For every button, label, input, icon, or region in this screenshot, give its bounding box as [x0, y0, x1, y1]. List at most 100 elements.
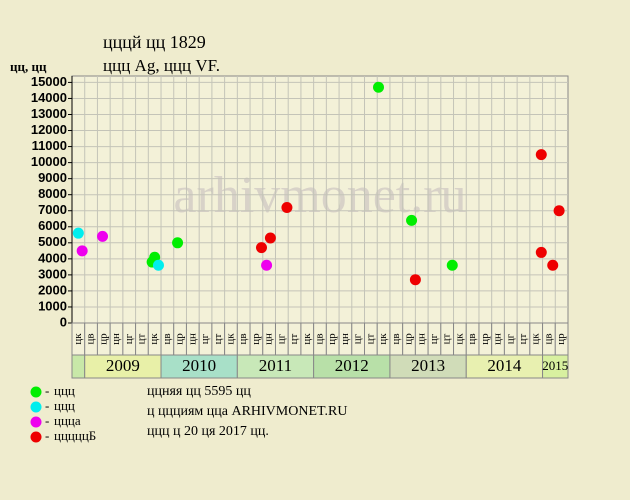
legend-label: ццца — [54, 413, 81, 428]
x-tick-label: цр — [326, 333, 338, 345]
chart-subtitle: ццц Ag, ццц VF. — [103, 56, 220, 75]
x-tick-label: цв — [466, 333, 478, 344]
legend-marker — [30, 401, 42, 413]
y-tick-label: 9000 — [38, 170, 67, 185]
legend-label: цццццБ — [54, 428, 96, 443]
x-tick-label: цк — [225, 333, 237, 345]
year-label: 2015 — [542, 358, 568, 373]
y-tick-label: 7000 — [38, 202, 67, 217]
y-tick-label: 11000 — [32, 138, 67, 153]
x-tick-label: цг — [352, 333, 364, 344]
x-tick-label: цк — [301, 333, 313, 345]
legend-label: ццц — [54, 383, 75, 398]
x-tick-label: цт — [517, 333, 529, 344]
point — [535, 149, 547, 161]
legend-marker — [30, 416, 42, 428]
point — [255, 242, 267, 254]
year-label: 2009 — [106, 356, 140, 375]
note: ццц ц 20 ця 2017 цц. — [147, 424, 269, 439]
point — [261, 259, 273, 271]
y-tick-label: 10000 — [31, 154, 67, 169]
year-label: 2011 — [259, 356, 292, 375]
x-tick-label: цв — [237, 333, 249, 344]
plot-area — [71, 75, 569, 324]
legend-dash: - — [45, 383, 49, 398]
x-tick-label: цт — [441, 333, 453, 344]
point — [553, 205, 565, 217]
x-tick-label: цк — [530, 333, 542, 345]
x-tick-label: цг — [275, 333, 287, 344]
legend-dash: - — [45, 428, 49, 443]
x-tick-label: цт — [364, 333, 376, 344]
legend-dash: - — [45, 398, 49, 413]
x-tick-label: цв — [314, 333, 326, 344]
x-tick-label: цк — [148, 333, 160, 345]
x-tick-label: цт — [212, 333, 224, 344]
watermark: arhivmonet.ru — [173, 167, 466, 224]
x-tick-label: цр — [250, 333, 262, 345]
x-tick-label: цт — [135, 333, 147, 344]
legend-marker — [30, 431, 42, 443]
x-tick-label: цв — [85, 333, 97, 344]
y-tick-label: 0 — [60, 314, 67, 329]
x-tick-label: цг — [504, 333, 516, 344]
x-tick-label: цв — [390, 333, 402, 344]
x-tick-label: цн — [339, 333, 351, 345]
y-tick-label: 13000 — [31, 106, 67, 121]
note: ц ццциям цца ARHIVMONET.RU — [147, 404, 347, 419]
x-tick-label: цв — [161, 333, 173, 344]
legend-marker — [30, 386, 42, 398]
x-tick-label: цн — [263, 333, 275, 345]
point — [76, 245, 88, 257]
x-tick-label: цн — [492, 333, 504, 345]
x-tick-label: цр — [97, 333, 109, 345]
point — [281, 202, 293, 214]
point — [264, 232, 276, 244]
y-tick-label: 1000 — [38, 298, 67, 313]
y-tick-label: 8000 — [38, 186, 67, 201]
year-label: 2013 — [411, 356, 445, 375]
y-tick-label: 2000 — [38, 282, 67, 297]
y-axis-label: цц, цц — [10, 59, 47, 74]
x-tick-label: цв — [542, 333, 554, 344]
point — [172, 237, 184, 249]
point — [72, 227, 84, 239]
point — [152, 259, 164, 271]
y-tick-label: 5000 — [38, 234, 67, 249]
x-tick-label: цн — [186, 333, 198, 345]
x-tick-label: цк — [453, 333, 465, 345]
y-tick-label: 3000 — [38, 266, 67, 281]
y-tick-label: 12000 — [31, 122, 67, 137]
point — [535, 246, 547, 258]
chart-title: цццй цц 1829 — [103, 32, 206, 52]
x-tick-label: цг — [123, 333, 135, 344]
x-tick-label: цр — [555, 333, 567, 345]
x-tick-label: цр — [403, 333, 415, 345]
x-tick-label: цр — [479, 333, 491, 345]
point — [446, 259, 458, 271]
x-tick-label: цк — [72, 333, 84, 345]
year-cell — [71, 354, 86, 379]
x-tick-label: цр — [174, 333, 186, 345]
point — [406, 214, 418, 226]
x-tick-label: цг — [428, 333, 440, 344]
legend-dash: - — [45, 413, 49, 428]
y-tick-label: 4000 — [38, 250, 67, 265]
x-tick-label: цн — [415, 333, 427, 345]
x-tick-label: цт — [288, 333, 300, 344]
point — [97, 230, 109, 242]
point — [373, 81, 385, 93]
period-cell — [554, 322, 569, 356]
point — [409, 274, 421, 286]
x-tick-label: цн — [110, 333, 122, 345]
year-label: 2010 — [182, 356, 216, 375]
note: ццняя цц 5595 цц — [147, 384, 251, 399]
point — [547, 259, 559, 271]
x-tick-label: цк — [377, 333, 389, 345]
y-tick-label: 15000 — [31, 74, 67, 89]
year-label: 2012 — [335, 356, 369, 375]
legend-label: ццц — [54, 398, 75, 413]
year-label: 2014 — [487, 356, 522, 375]
y-tick-label: 6000 — [38, 218, 67, 233]
